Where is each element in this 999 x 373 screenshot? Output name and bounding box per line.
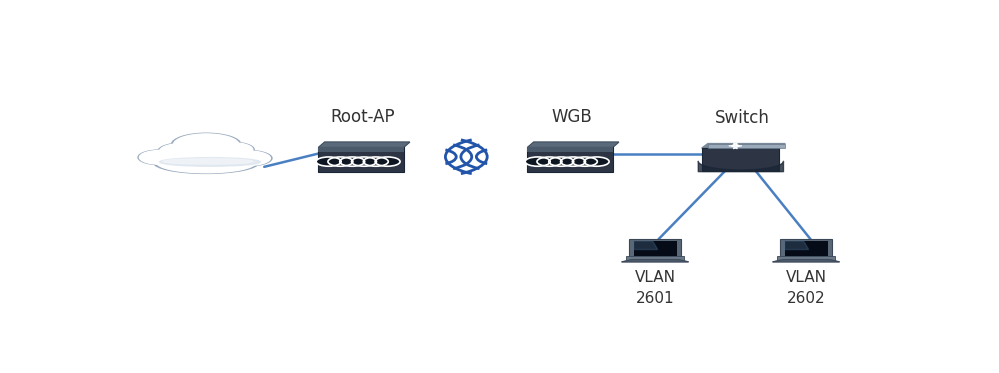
FancyBboxPatch shape bbox=[319, 147, 404, 152]
Ellipse shape bbox=[138, 150, 185, 165]
Ellipse shape bbox=[154, 151, 259, 173]
Circle shape bbox=[340, 157, 365, 166]
Polygon shape bbox=[633, 241, 657, 250]
Text: Root-AP: Root-AP bbox=[331, 108, 395, 126]
Ellipse shape bbox=[218, 150, 272, 166]
FancyBboxPatch shape bbox=[527, 147, 612, 152]
Text: Switch: Switch bbox=[714, 109, 769, 126]
Circle shape bbox=[316, 157, 341, 166]
Circle shape bbox=[525, 157, 550, 166]
FancyBboxPatch shape bbox=[319, 147, 404, 172]
FancyBboxPatch shape bbox=[633, 241, 676, 256]
FancyBboxPatch shape bbox=[780, 239, 832, 258]
Ellipse shape bbox=[163, 159, 253, 164]
FancyBboxPatch shape bbox=[701, 148, 779, 171]
Ellipse shape bbox=[160, 158, 261, 166]
Text: VLAN
2602: VLAN 2602 bbox=[785, 270, 827, 306]
Text: WGB: WGB bbox=[551, 108, 592, 126]
FancyBboxPatch shape bbox=[777, 256, 835, 260]
Ellipse shape bbox=[209, 142, 253, 157]
Circle shape bbox=[548, 157, 573, 166]
Polygon shape bbox=[701, 144, 785, 148]
Polygon shape bbox=[527, 142, 618, 147]
FancyBboxPatch shape bbox=[708, 144, 785, 148]
Ellipse shape bbox=[160, 144, 206, 159]
Circle shape bbox=[375, 157, 400, 166]
Circle shape bbox=[364, 157, 389, 166]
Circle shape bbox=[560, 157, 585, 166]
FancyBboxPatch shape bbox=[629, 239, 681, 258]
FancyBboxPatch shape bbox=[626, 256, 684, 260]
Polygon shape bbox=[773, 260, 839, 262]
Ellipse shape bbox=[174, 134, 239, 156]
Ellipse shape bbox=[172, 133, 241, 156]
Polygon shape bbox=[319, 142, 410, 147]
Ellipse shape bbox=[220, 151, 271, 166]
Ellipse shape bbox=[158, 143, 208, 159]
Circle shape bbox=[328, 157, 353, 166]
Ellipse shape bbox=[208, 142, 254, 157]
FancyBboxPatch shape bbox=[784, 241, 828, 256]
Circle shape bbox=[572, 157, 597, 166]
Text: VLAN
2601: VLAN 2601 bbox=[634, 270, 675, 306]
Ellipse shape bbox=[157, 152, 256, 173]
Polygon shape bbox=[621, 260, 688, 262]
FancyBboxPatch shape bbox=[527, 147, 612, 172]
Circle shape bbox=[352, 157, 377, 166]
Circle shape bbox=[537, 157, 562, 166]
Polygon shape bbox=[784, 241, 808, 250]
Ellipse shape bbox=[140, 150, 183, 164]
Circle shape bbox=[584, 157, 609, 166]
